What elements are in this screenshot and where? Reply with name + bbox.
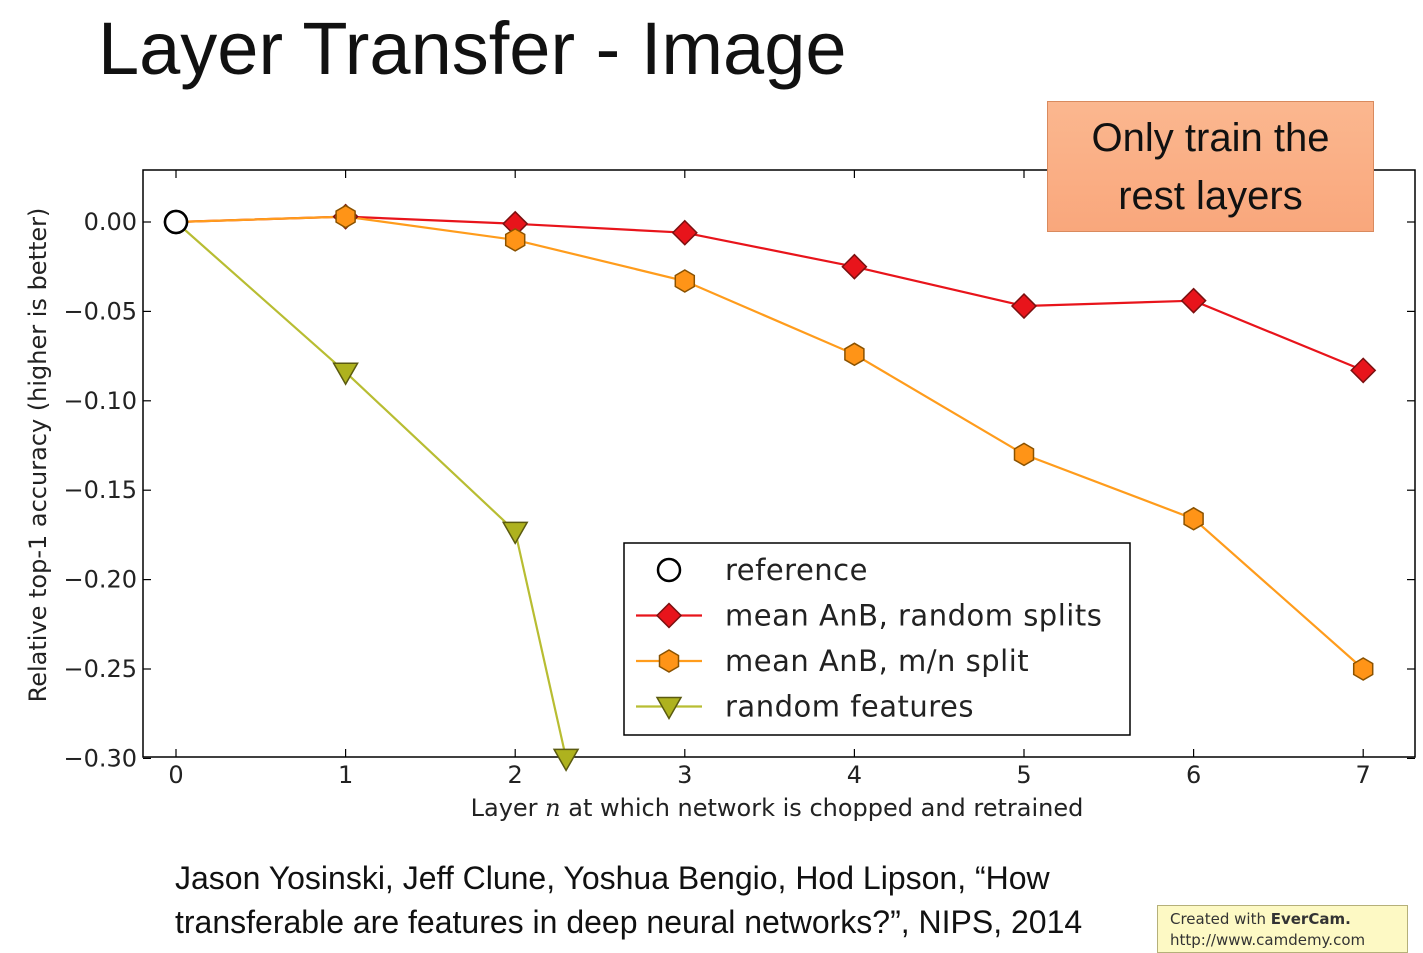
slide-title: Layer Transfer - Image xyxy=(98,7,847,90)
x-axis-label-part: Layer xyxy=(471,794,546,822)
data-point xyxy=(674,269,696,293)
watermark-prefix: Created with xyxy=(1170,910,1271,928)
y-tick-label: −0.05 xyxy=(63,297,137,325)
data-point xyxy=(671,219,698,246)
series-line xyxy=(175,215,1364,372)
x-tick-label: 4 xyxy=(847,761,862,789)
x-axis-label-part: n xyxy=(545,794,560,822)
watermark: Created with EverCam. http://www.camdemy… xyxy=(1157,905,1408,953)
citation: Jason Yosinski, Jeff Clune, Yoshua Bengi… xyxy=(175,860,1083,940)
callout-text: Only train the rest layers xyxy=(1091,115,1330,218)
data-point xyxy=(1352,657,1374,681)
legend-marker xyxy=(656,557,682,583)
y-tick-label: −0.10 xyxy=(63,387,137,415)
data-point xyxy=(504,228,526,252)
x-axis-label: Layer n at which network is chopped and … xyxy=(471,794,1084,822)
x-axis-label-part: at which network is chopped and retraine… xyxy=(561,794,1084,822)
data-point xyxy=(335,204,356,229)
data-point xyxy=(1180,287,1207,314)
legend-label: mean AnB, random splits xyxy=(725,599,1102,633)
y-tick-label: −0.15 xyxy=(63,476,137,504)
data-point xyxy=(844,342,865,367)
series-line xyxy=(175,215,1364,670)
data-point xyxy=(1350,357,1377,384)
y-tick-label: 0.00 xyxy=(84,208,137,236)
x-tick-label: 0 xyxy=(168,761,183,789)
legend-marker xyxy=(658,649,680,673)
legend-marker xyxy=(655,696,683,721)
data-point xyxy=(552,748,580,772)
callout-box: Only train the rest layers xyxy=(1047,101,1374,232)
y-tick-label: −0.30 xyxy=(63,744,137,772)
legend-label: random features xyxy=(725,690,974,724)
x-tick-label: 6 xyxy=(1186,761,1201,789)
legend-label: mean AnB, m/n split xyxy=(725,644,1029,678)
y-tick-label: −0.25 xyxy=(63,655,137,683)
data-point xyxy=(1013,442,1035,467)
x-tick-label: 7 xyxy=(1356,761,1371,789)
y-axis-label: Relative top-1 accuracy (higher is bette… xyxy=(24,208,52,703)
series-line xyxy=(175,221,567,757)
data-point xyxy=(1183,506,1204,531)
series-layer xyxy=(175,215,1364,757)
data-point-reference xyxy=(163,209,189,235)
legend-label: reference xyxy=(725,553,868,587)
data-point xyxy=(841,253,868,280)
x-tick-label: 3 xyxy=(677,761,692,789)
legend-marker xyxy=(655,602,683,629)
data-point xyxy=(1010,292,1038,320)
watermark-url: http://www.camdemy.com xyxy=(1170,931,1366,949)
x-tick-label: 5 xyxy=(1016,761,1031,789)
data-point xyxy=(501,521,529,545)
data-point xyxy=(332,362,359,386)
x-tick-label: 1 xyxy=(338,761,353,789)
watermark-brand: EverCam. xyxy=(1270,910,1351,928)
legend-box xyxy=(623,542,1131,736)
x-tick-label: 2 xyxy=(508,761,523,789)
plot-frame xyxy=(142,169,1416,758)
y-tick-label: −0.20 xyxy=(63,566,137,594)
